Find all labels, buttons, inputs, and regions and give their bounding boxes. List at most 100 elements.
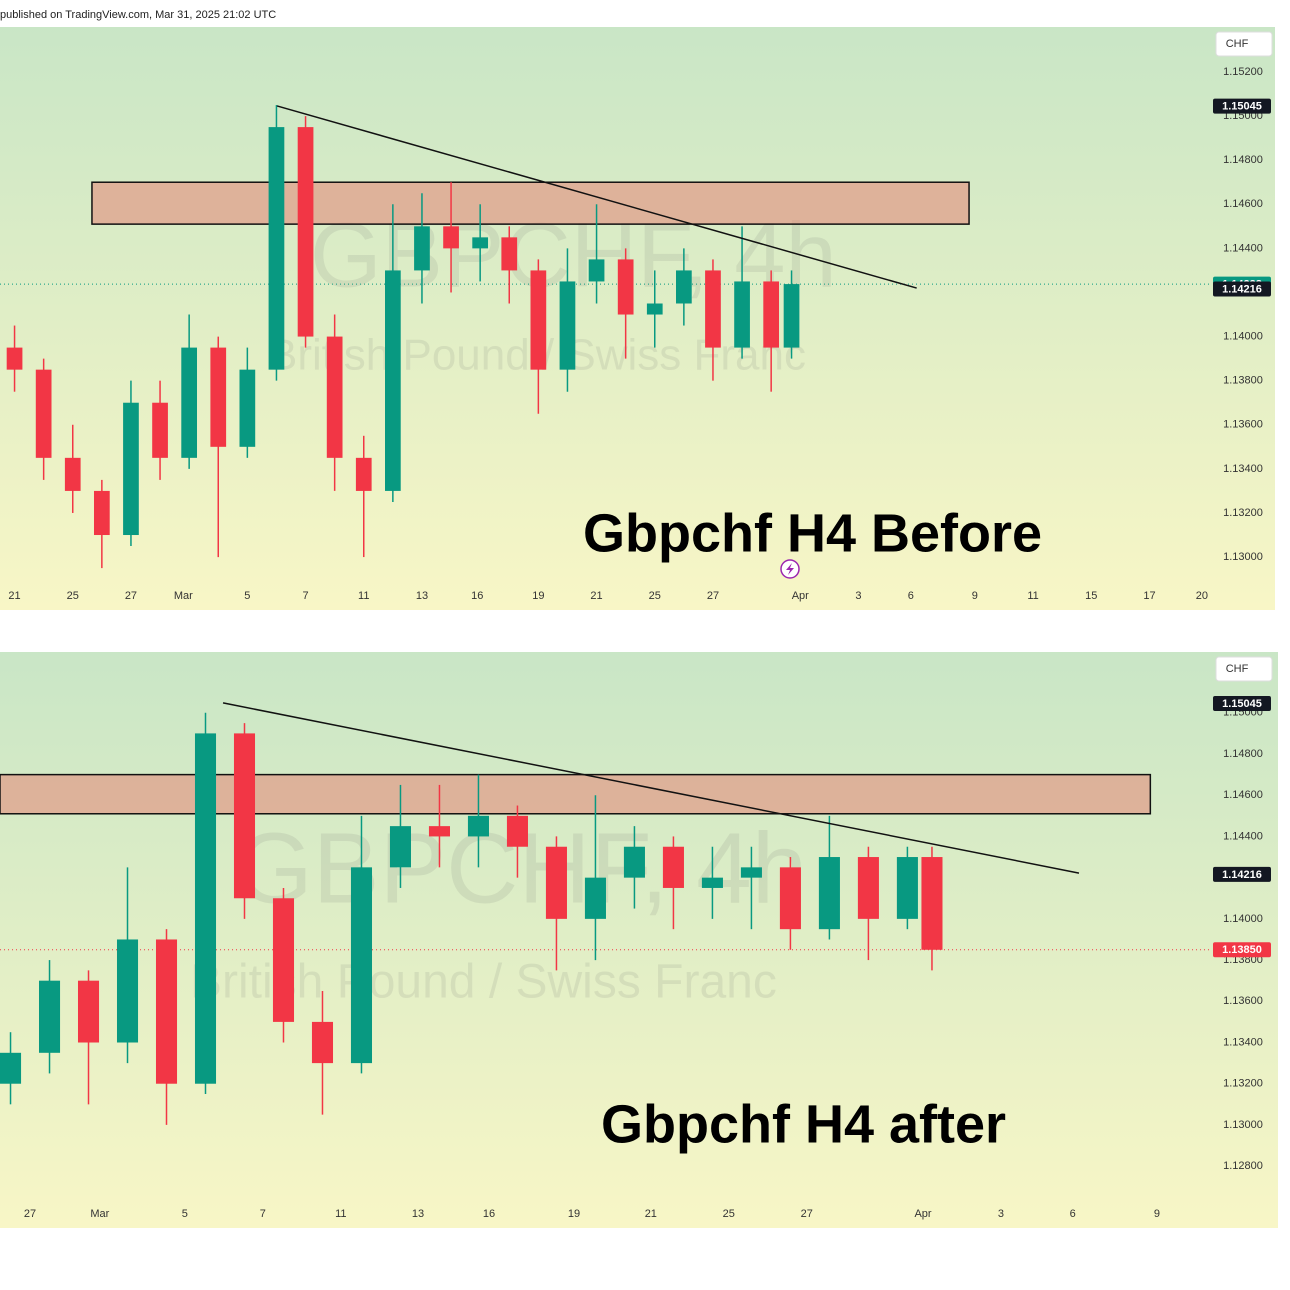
x-tick-label: Mar <box>174 590 193 602</box>
candle-body <box>268 127 285 370</box>
candle-body <box>467 815 489 837</box>
candle-body <box>818 857 840 930</box>
x-tick-label: 3 <box>855 590 861 602</box>
x-tick-label: 5 <box>244 590 250 602</box>
trendline <box>276 105 917 289</box>
candle-body <box>77 980 100 1043</box>
price-tag <box>1213 281 1271 297</box>
x-tick-label: 3 <box>998 1208 1004 1220</box>
candle-body <box>210 347 227 447</box>
candle-body <box>38 980 61 1053</box>
annotation: Gbpchf H4 Before <box>583 503 1042 563</box>
annotation: Gbpchf H4 after <box>601 1094 1006 1154</box>
resistance-zone <box>0 773 1152 815</box>
candle-body <box>326 336 343 458</box>
x-tick-label: 19 <box>568 1208 580 1220</box>
y-tick-label: 1.14600 <box>1223 789 1263 801</box>
x-tick-label: 6 <box>1070 1208 1076 1220</box>
y-tick-label: 1.13000 <box>1223 551 1263 563</box>
candle-body <box>272 898 295 1022</box>
candle-body <box>701 877 723 888</box>
candle-body <box>705 270 721 348</box>
x-tick-label: 6 <box>908 590 914 602</box>
lightning-icon <box>780 559 800 579</box>
y-tick-label: 1.14400 <box>1223 830 1263 842</box>
price-tag-label: 1.15045 <box>1222 698 1262 710</box>
y-tick-label: 1.12800 <box>1223 1160 1263 1172</box>
y-tick-label: 1.14800 <box>1223 748 1263 760</box>
y-tick-label: 1.13400 <box>1223 463 1263 475</box>
candle-body <box>617 259 634 315</box>
y-tick-label: 1.13200 <box>1223 1078 1263 1090</box>
currency-box <box>1215 656 1273 682</box>
candle-body <box>155 939 178 1084</box>
x-tick-label: 9 <box>1154 1208 1160 1220</box>
candle-body <box>740 867 762 878</box>
x-tick-label: Mar <box>90 1208 109 1220</box>
price-tag-label: 1.15045 <box>1222 101 1262 113</box>
x-tick-label: 27 <box>125 590 137 602</box>
x-tick-label: 13 <box>416 590 428 602</box>
candle-body <box>896 857 918 919</box>
x-tick-label: Apr <box>914 1208 931 1220</box>
price-tag-label: 1.14216 <box>1222 869 1262 881</box>
x-tick-label: 5 <box>182 1208 188 1220</box>
candle-body <box>588 259 605 282</box>
published-note: published on TradingView.com, Mar 31, 20… <box>0 9 276 21</box>
candle-body <box>428 826 450 837</box>
candle-body <box>194 733 217 1084</box>
candle-body <box>297 127 314 337</box>
candle-body <box>676 270 692 304</box>
price-tag <box>1213 942 1271 958</box>
currency-label: CHF <box>1226 38 1249 50</box>
x-tick-label: 7 <box>260 1208 266 1220</box>
y-tick-label: 1.13800 <box>1223 375 1263 387</box>
candle-body <box>443 226 459 249</box>
y-tick-label: 1.13200 <box>1223 507 1263 519</box>
x-tick-label: Apr <box>792 590 809 602</box>
candle-body <box>501 237 518 271</box>
candle-body <box>783 284 800 348</box>
candle-body <box>181 347 198 458</box>
y-tick-label: 1.14000 <box>1223 330 1263 342</box>
x-tick-label: 25 <box>723 1208 735 1220</box>
candle-body <box>116 939 139 1043</box>
candle-body <box>35 369 52 458</box>
x-tick-label: 11 <box>335 1208 346 1220</box>
candle-body <box>311 1021 334 1064</box>
candle-body <box>414 226 430 271</box>
trendline <box>222 702 1080 874</box>
candle-body <box>506 815 528 847</box>
candle-body <box>93 490 110 536</box>
panel-background <box>0 27 1275 610</box>
x-tick-label: 16 <box>483 1208 495 1220</box>
price-tag-label: 1.14216 <box>1222 283 1262 295</box>
x-tick-label: 27 <box>707 590 719 602</box>
x-tick-label: 27 <box>801 1208 813 1220</box>
candle-body <box>0 1052 22 1084</box>
price-tag <box>1213 866 1271 882</box>
price-tag-label: 1.13850 <box>1222 944 1262 956</box>
y-tick-label: 1.13000 <box>1223 1119 1263 1131</box>
candle-body <box>763 281 780 348</box>
x-tick-label: 7 <box>302 590 308 602</box>
x-tick-label: 27 <box>24 1208 36 1220</box>
y-tick-label: 1.14400 <box>1223 242 1263 254</box>
candle-body <box>123 402 139 536</box>
x-tick-label: 19 <box>532 590 544 602</box>
candle-body <box>559 281 576 370</box>
candle-body <box>921 857 943 950</box>
y-tick-label: 1.13600 <box>1223 995 1263 1007</box>
x-tick-label: 17 <box>1143 590 1155 602</box>
candle-body <box>389 826 412 868</box>
x-tick-label: 25 <box>67 590 79 602</box>
candle-body <box>623 846 645 878</box>
candle-body <box>64 457 81 491</box>
candle-body <box>385 270 401 491</box>
